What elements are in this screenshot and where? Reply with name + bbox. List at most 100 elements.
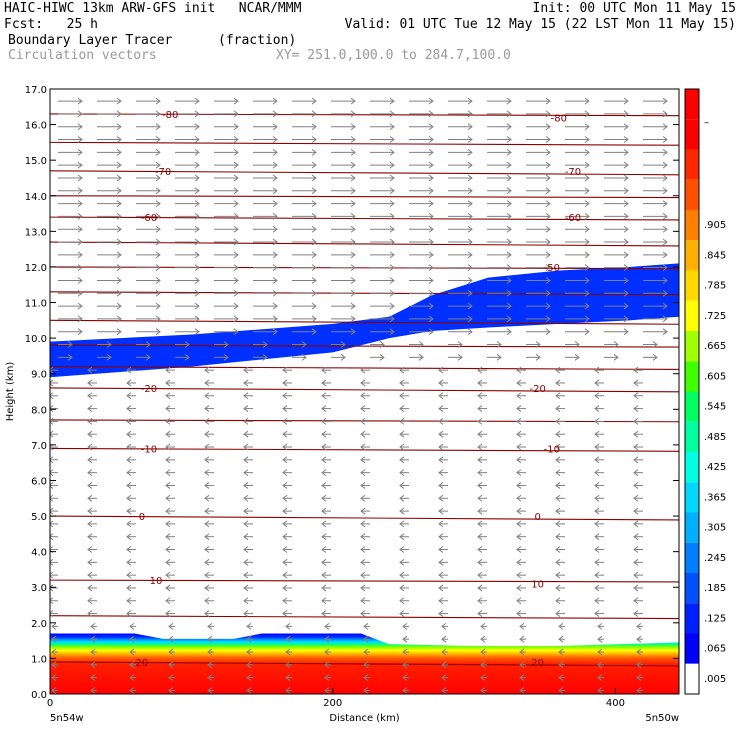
wind-vector-head [545,264,551,272]
wind-vector-head [597,622,603,630]
temperature-contour [50,344,679,348]
wind-vector-head [594,379,600,387]
wind-vector-head [360,494,366,502]
wind-vector-head [282,366,288,374]
wind-vector-head [87,610,93,617]
wind-vector-head [545,136,551,143]
wind-vector-head [594,584,600,592]
wind-vector-head [116,315,122,323]
wind-vector-head [50,507,54,515]
wind-vector-head [90,622,96,630]
wind-vector-head [545,213,551,220]
wind-vector-head [555,520,561,528]
wind-vector-head [350,161,356,169]
wind-vector-head [90,687,96,694]
wind-vector-head [623,302,629,310]
wind-vector-head [477,597,483,605]
wind-vector-head [204,417,210,425]
wind-vector-head [165,417,171,425]
wind-vector-head [350,238,356,246]
wind-vector-head [168,635,174,643]
wind-vector-head [555,379,561,387]
colorbar-cell [685,240,699,271]
wind-vector-head [116,238,122,246]
temperature-contour [50,515,679,521]
y-tick-label: 10.0 [25,334,47,345]
wind-vector-head [67,353,73,361]
wind-vector-head [87,584,93,592]
wind-vector-head [233,110,239,118]
wind-vector-head [194,238,200,246]
wind-vector-head [477,379,483,387]
wind-vector-head [584,251,590,259]
wind-vector-head [272,213,278,220]
wind-vector-head [477,546,483,553]
wind-vector-head [77,277,83,284]
wind-vector-head [360,520,366,528]
wind-vector-head [321,533,327,541]
wind-vector-head [360,405,366,412]
wind-vector-head [545,174,551,182]
wind-vector-head [597,661,603,669]
wind-vector-head [67,341,73,348]
wind-vector-head [389,315,395,323]
wind-vector-head [116,225,122,233]
colorbar-cell [685,300,699,331]
wind-vector-head [116,289,122,297]
wind-vector-head [623,213,629,220]
wind-vector-head [129,661,135,669]
wind-vector-head [555,456,561,464]
wind-vector-head [441,635,447,643]
wind-vector-head [506,302,512,310]
wind-vector-head [623,174,629,182]
wind-vector-head [165,533,171,541]
wind-vector-head [633,482,639,489]
wind-vector-head [545,225,551,233]
wind-vector-head [399,417,405,425]
wind-vector-head [204,520,210,528]
wind-vector-head [155,161,161,169]
wind-vector-head [555,417,561,425]
plot-area: -80 -80 -70 -70 -60 -60 -50 -20 -20 -10 -10 0 0 10 10 2… [50,97,679,694]
wind-vector-head [441,622,447,630]
wind-vector-head [272,110,278,118]
y-tick-label: 13.0 [25,227,47,238]
wind-vector-head [324,622,330,630]
wind-vector-head [207,674,213,682]
wind-vector-head [311,302,317,310]
colorbar-label: .365 [704,492,726,503]
wind-vector-head [633,430,639,438]
contour-label: -70 [565,167,581,178]
wind-vector-head [623,264,629,272]
wind-vector-head [467,251,473,259]
wind-vector-head [467,277,473,284]
wind-vector-head [350,328,356,336]
contour-label: -60 [565,213,581,224]
wind-vector-head [233,174,239,182]
wind-vector-head [194,187,200,195]
cross-section-coords: XY= 251.0,100.0 to 284.7,100.0 [276,48,511,63]
wind-vector-head [243,405,249,412]
wind-vector-head [282,610,288,617]
wind-vector-head [165,456,171,464]
colorbar-cell [685,119,699,150]
y-axis-title: Height (km) [5,362,16,422]
wind-vector-head [194,302,200,310]
wind-vector-head [243,456,249,464]
y-tick-label: 6.0 [31,476,47,487]
wind-vector-head [535,353,541,361]
wind-vector-head [77,225,83,233]
wind-vector-head [126,533,132,541]
wind-vector-head [155,289,161,297]
wind-vector-head [594,456,600,464]
wind-vector-head [282,597,288,605]
wind-vector-head [545,238,551,246]
wind-vector-head [506,213,512,220]
wind-vector-head [662,328,668,336]
wind-vector-head [516,494,522,502]
wind-vector-head [623,161,629,169]
wind-vector-head [438,430,444,438]
wind-vector-head [389,302,395,310]
wind-vector-head [633,494,639,502]
wind-vector-head [194,161,200,169]
